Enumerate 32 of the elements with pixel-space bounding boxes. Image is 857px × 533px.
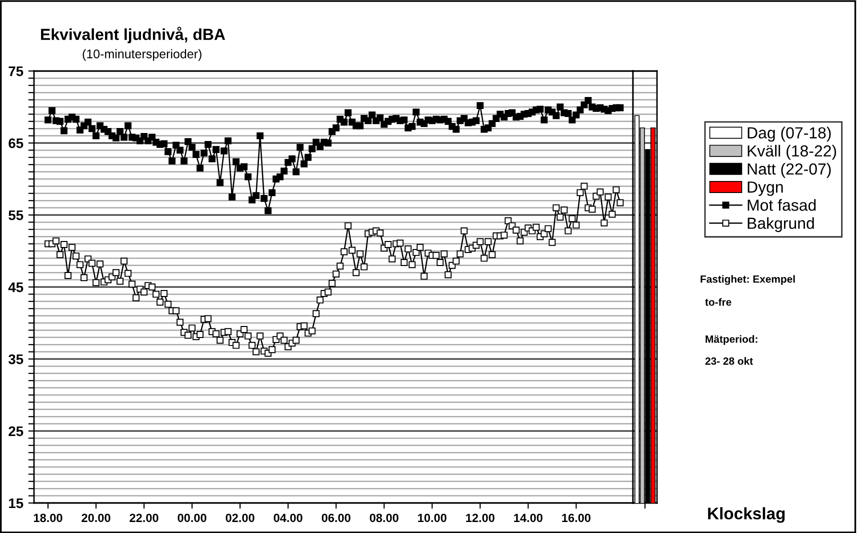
legend-label: Dag (07-18): [748, 126, 831, 142]
y-tick-label: 15: [9, 498, 24, 508]
x-tick-label: 22.00: [130, 514, 158, 522]
text: to-fre: [705, 298, 732, 306]
y-tick-label: 25: [8, 426, 24, 436]
legend-label: Kväll (18-22): [748, 144, 836, 160]
y-tick-label: 75: [8, 66, 24, 76]
x-tick-label: 12.00: [466, 514, 494, 522]
x-tick-label: 20.00: [82, 514, 110, 522]
legend-label: Dygn: [748, 182, 783, 196]
x-tick-label: 14.00: [514, 514, 542, 522]
x-tick-label: 04.00: [274, 514, 302, 522]
x-tick-label: 00.00: [178, 514, 206, 522]
x-tick-label: 18.00: [34, 514, 62, 522]
x-tick-label: 02.00: [226, 514, 254, 522]
y-tick-label: 55: [8, 210, 24, 220]
y-tick-label: 45: [8, 282, 24, 292]
text: 23- 28 okt: [705, 357, 753, 365]
legend-label: Mot fasad: [748, 199, 816, 211]
text: Mätperiod:: [706, 335, 758, 345]
legend-label: Bakgrund: [748, 217, 814, 232]
x-axis-title: Klockslag: [708, 507, 785, 523]
chart-subtitle: (10-minutersperioder): [82, 49, 202, 61]
x-tick-label: 10.00: [418, 514, 446, 522]
x-tick-label: 08.00: [370, 514, 398, 522]
x-tick-label: 06.00: [322, 514, 350, 522]
x-tick-label: 16.00: [562, 514, 590, 522]
legend-label: Natt (22-07): [748, 162, 831, 178]
y-tick-label: 65: [8, 138, 24, 148]
chart-title: Ekvivalent ljudnivå, dBA: [41, 26, 226, 44]
text: Fastighet: Exempel: [700, 275, 795, 285]
y-tick-label: 35: [8, 354, 24, 364]
